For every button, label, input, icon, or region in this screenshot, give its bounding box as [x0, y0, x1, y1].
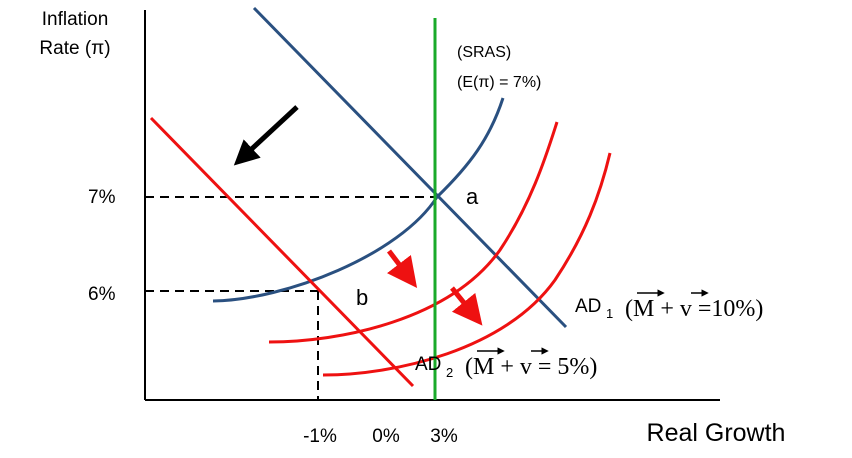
sras-curve-shift-1: [268, 121, 559, 344]
sras-curve-shift-2: [322, 152, 612, 377]
x-tick-0pct: 0%: [372, 426, 400, 447]
y-tick-6pct: 6%: [88, 284, 116, 305]
point-b-label: b: [356, 285, 368, 310]
ad2-name: AD: [415, 354, 441, 375]
shift-arrow-icon: [233, 105, 299, 166]
x-axis-title: Real Growth: [647, 419, 786, 447]
ad1-name: AD: [575, 296, 601, 317]
ad1-formula: (M + v =10%): [625, 296, 763, 322]
y-axis-title-line1: Inflation: [42, 9, 109, 30]
ad1-subscript: 1: [606, 306, 613, 321]
ad2-curve: [149, 116, 415, 388]
ad2-subscript: 2: [446, 365, 453, 380]
shift-arrow-icon: [386, 249, 418, 288]
x-tick-3pct: 3%: [430, 426, 458, 447]
x-tick-neg1pct: -1%: [303, 426, 337, 447]
sras-label-line2: (E(π) = 7%): [457, 74, 541, 91]
sras-label-line1: (SRAS): [457, 44, 511, 61]
ad1-curve: [252, 6, 568, 329]
ad2-label: AD 2 (M + v = 5%): [415, 347, 597, 380]
y-tick-7pct: 7%: [88, 187, 116, 208]
shift-arrow-icon: [450, 286, 483, 326]
y-axis-title-line2: Rate (π): [39, 38, 110, 59]
sras-curve: [212, 97, 505, 303]
ad2-formula: (M + v = 5%): [465, 354, 597, 380]
point-a-label: a: [466, 184, 479, 209]
ad1-label: AD 1 (M + v =10%): [575, 289, 763, 322]
